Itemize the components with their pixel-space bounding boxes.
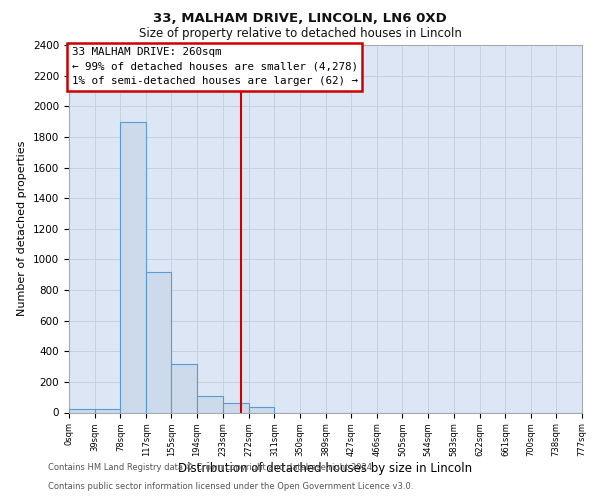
Text: Size of property relative to detached houses in Lincoln: Size of property relative to detached ho… [139, 28, 461, 40]
Bar [248, 407, 274, 412]
Bar [197, 396, 223, 412]
Bar [69, 410, 95, 412]
Y-axis label: Number of detached properties: Number of detached properties [17, 141, 28, 316]
X-axis label: Distribution of detached houses by size in Lincoln: Distribution of detached houses by size … [178, 462, 473, 475]
Bar [172, 364, 197, 412]
Bar [146, 272, 172, 412]
Text: 33, MALHAM DRIVE, LINCOLN, LN6 0XD: 33, MALHAM DRIVE, LINCOLN, LN6 0XD [153, 12, 447, 26]
Bar [223, 404, 248, 412]
Text: Contains public sector information licensed under the Open Government Licence v3: Contains public sector information licen… [48, 482, 413, 491]
Text: Contains HM Land Registry data © Crown copyright and database right 2024.: Contains HM Land Registry data © Crown c… [48, 464, 374, 472]
Bar [95, 410, 121, 412]
Text: 33 MALHAM DRIVE: 260sqm
← 99% of detached houses are smaller (4,278)
1% of semi-: 33 MALHAM DRIVE: 260sqm ← 99% of detache… [71, 47, 358, 86]
Bar [121, 122, 146, 412]
